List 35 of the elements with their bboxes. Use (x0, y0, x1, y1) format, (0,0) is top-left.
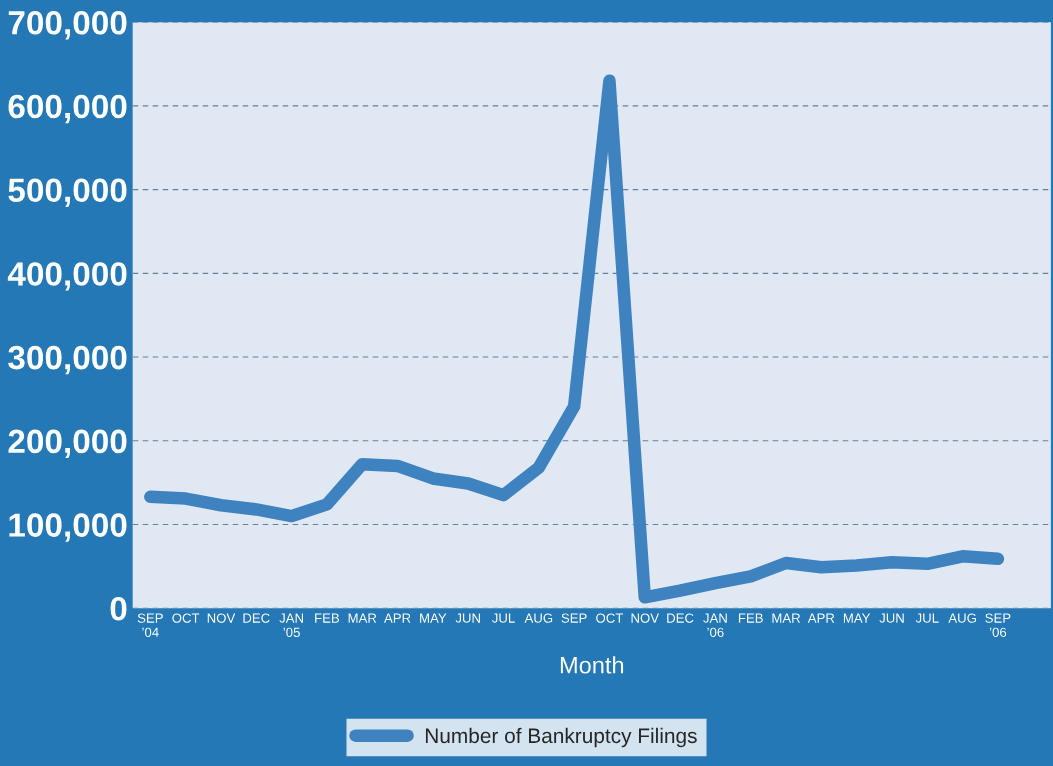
x-tick-label: SEP ’04 (137, 613, 163, 637)
x-tick-label: DEC (243, 613, 270, 623)
x-tick-label: JUL (915, 613, 939, 623)
x-tick-label: JUN (879, 613, 904, 623)
x-tick-label: SEP (561, 613, 587, 623)
y-tick-label: 400,000 (7, 262, 127, 291)
y-tick-label: 700,000 (8, 11, 127, 40)
x-tick-label: JAN ’05 (279, 613, 303, 637)
x-tick-label: AUG (524, 613, 553, 623)
x-tick-label: AUG (948, 613, 976, 623)
x-tick-label: JAN ’06 (703, 613, 727, 637)
y-tick-label: 0 (110, 597, 127, 621)
x-tick-label: APR (384, 613, 411, 623)
x-tick-label: JUN (455, 613, 480, 623)
x-tick-label: MAR (348, 613, 377, 623)
x-tick-label: OCT (596, 613, 624, 623)
y-tick-label: 300,000 (8, 345, 127, 375)
x-tick-label: FEB (315, 613, 340, 623)
x-tick-label: NOV (207, 613, 236, 623)
y-tick-label: 500,000 (8, 178, 127, 207)
x-tick-label: FEB (738, 613, 763, 623)
x-axis-title: Month (560, 656, 624, 674)
x-tick-label: MAR (772, 613, 801, 623)
x-tick-label: MAY (420, 613, 447, 623)
x-tick-label: NOV (631, 613, 659, 623)
legend-label: Number of Bankruptcy Filings (425, 727, 697, 748)
x-tick-label: JUL (491, 613, 515, 623)
y-tick-label: 100,000 (9, 513, 127, 542)
x-tick-label: APR (807, 613, 835, 623)
y-tick-label: 200,000 (8, 429, 127, 459)
x-tick-label: OCT (172, 613, 200, 623)
x-tick-label: MAY (843, 613, 871, 623)
x-tick-label: SEP ’06 (985, 613, 1011, 637)
y-tick-label: 600,000 (8, 94, 127, 124)
x-tick-label: DEC (667, 613, 694, 623)
